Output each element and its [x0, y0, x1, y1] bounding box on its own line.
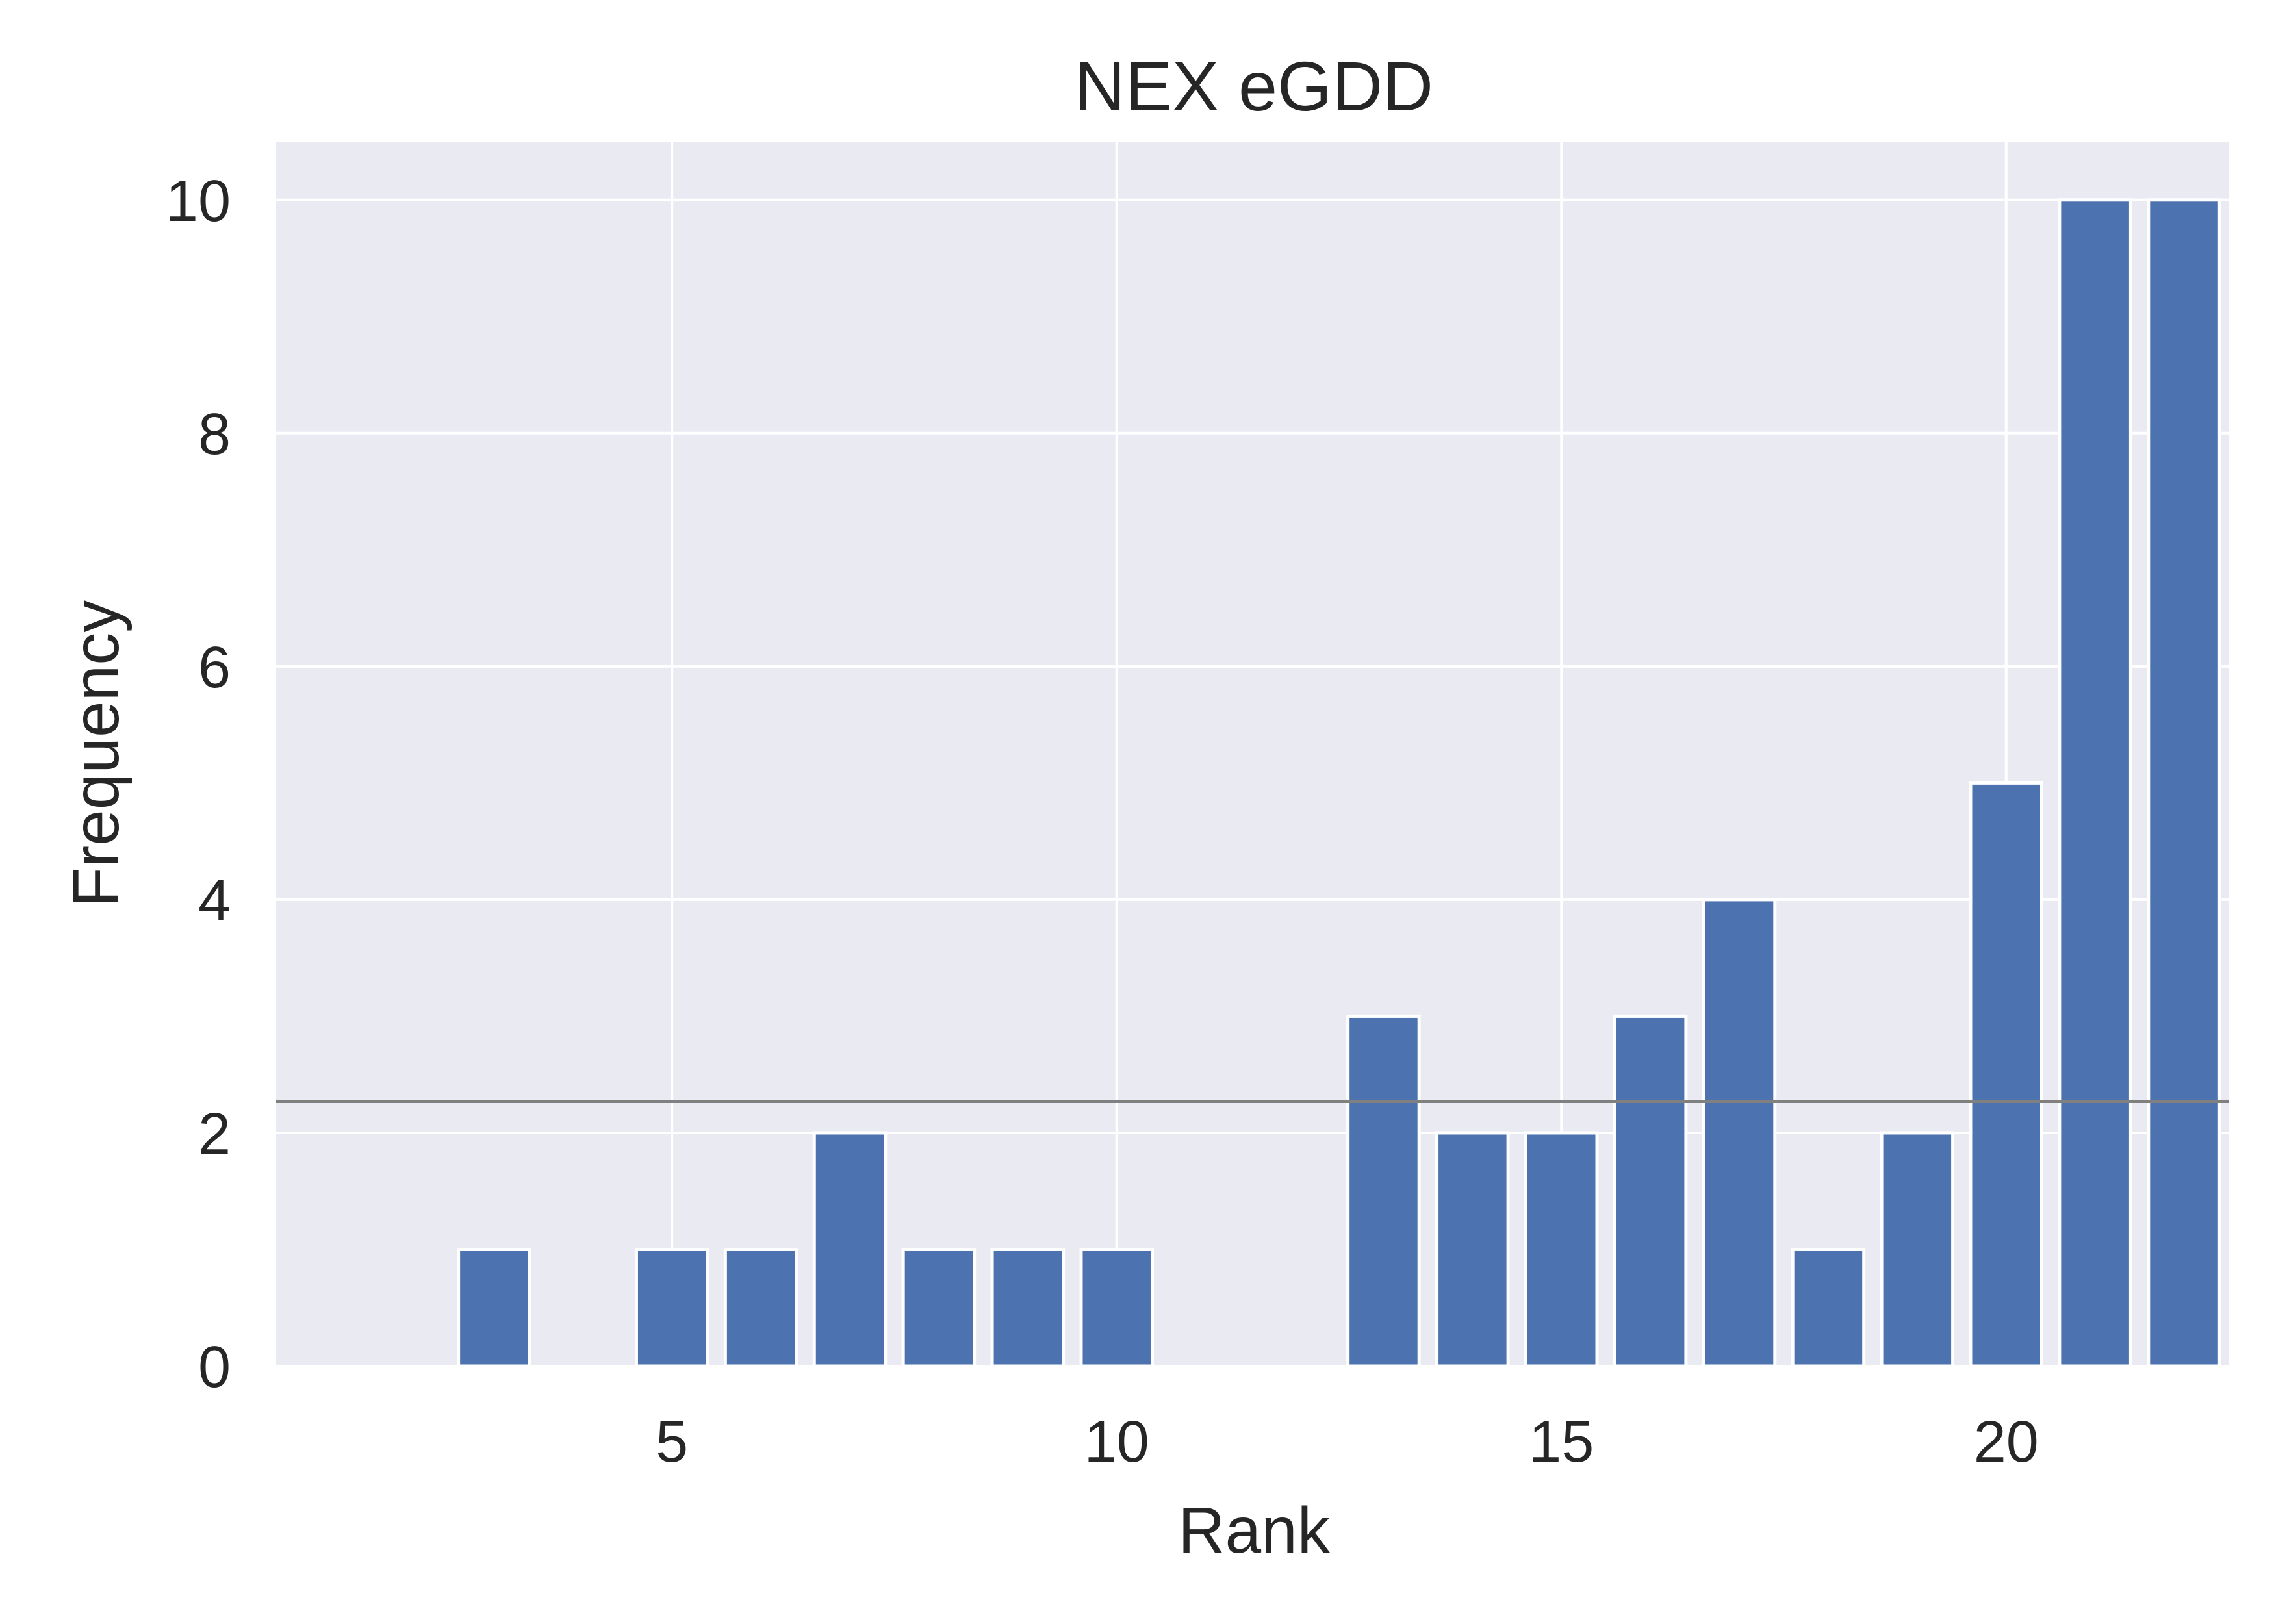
x-tick-labels: 5 10 15 20: [656, 1410, 2039, 1475]
bar-rank-15: [1524, 1131, 1599, 1368]
x-tick-label: 10: [1084, 1410, 1149, 1475]
y-tick-label: 6: [198, 635, 231, 700]
bar-rank-3: [457, 1247, 531, 1368]
x-tick-label: 15: [1529, 1410, 1594, 1475]
bar-rank-21: [2058, 198, 2132, 1368]
bar-rank-19: [1880, 1131, 1955, 1368]
x-tick-label: 5: [656, 1410, 688, 1475]
bar-rank-6: [723, 1247, 798, 1368]
bar-rank-8: [901, 1247, 977, 1368]
y-tick-label: 4: [198, 869, 231, 933]
y-axis-label: Frequency: [60, 600, 133, 907]
bars: [457, 198, 2221, 1368]
bar-rank-20: [1969, 781, 2044, 1368]
y-tick-label: 8: [198, 402, 231, 467]
bar-rank-14: [1435, 1131, 1510, 1368]
bar-rank-22: [2147, 198, 2221, 1368]
bar-rank-17: [1702, 898, 1777, 1368]
y-tick-labels: 0 2 4 6 8 10: [166, 169, 231, 1400]
y-tick-label: 0: [198, 1335, 231, 1400]
x-tick-label: 20: [1974, 1410, 2039, 1475]
bar-rank-7: [812, 1131, 888, 1368]
bar-rank-18: [1791, 1247, 1866, 1368]
bar-rank-16: [1613, 1014, 1688, 1368]
x-axis-label: Rank: [1178, 1494, 1330, 1567]
y-tick-label: 10: [166, 169, 231, 234]
bar-rank-5: [634, 1247, 709, 1368]
bar-rank-13: [1346, 1014, 1421, 1368]
bar-rank-10: [1079, 1247, 1154, 1368]
bar-rank-9: [990, 1247, 1066, 1368]
chart-title: NEX eGDD: [1075, 47, 1433, 125]
y-tick-label: 2: [198, 1102, 231, 1167]
